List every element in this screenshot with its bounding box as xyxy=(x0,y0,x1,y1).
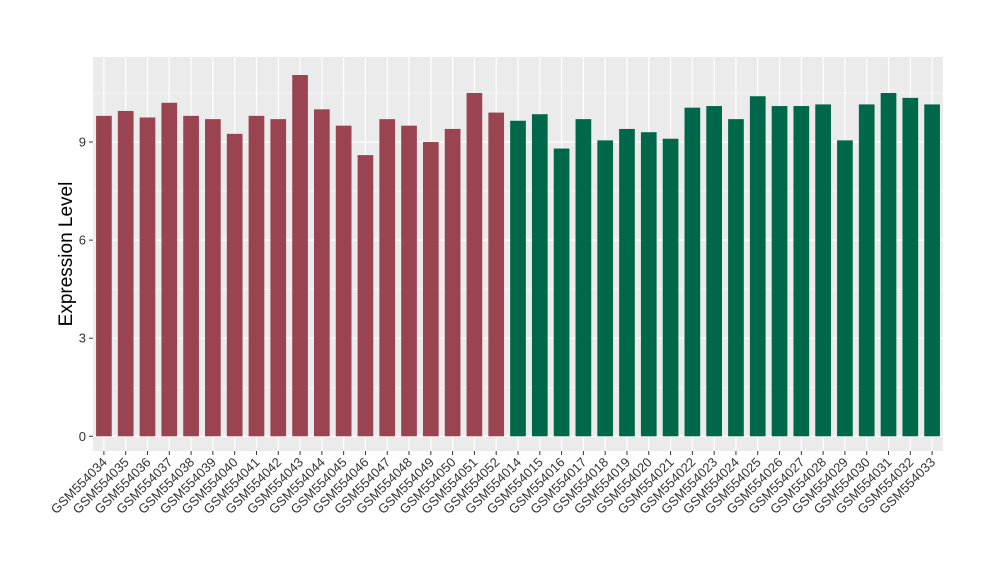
y-tick-label: 0 xyxy=(79,429,86,444)
bar-GSM554041 xyxy=(248,115,265,437)
bar-GSM554021 xyxy=(662,138,679,437)
bar-GSM554019 xyxy=(619,128,635,437)
bar-GSM554032 xyxy=(902,97,919,437)
bar-GSM554039 xyxy=(205,119,221,437)
bar-GSM554016 xyxy=(553,148,570,437)
bar-GSM554027 xyxy=(793,106,810,437)
bar-GSM554028 xyxy=(815,104,831,437)
bar-GSM554052 xyxy=(488,112,505,437)
bar-GSM554049 xyxy=(422,142,439,437)
bar-GSM554023 xyxy=(706,106,722,437)
bar-GSM554031 xyxy=(880,92,897,437)
bar-GSM554029 xyxy=(837,140,853,437)
bar-GSM554047 xyxy=(379,119,396,437)
bar-GSM554020 xyxy=(640,132,657,437)
bar-GSM554018 xyxy=(597,140,614,437)
bar-GSM554026 xyxy=(771,106,788,437)
bar-GSM554045 xyxy=(335,125,352,437)
bar-GSM554040 xyxy=(226,133,243,437)
x-axis: GSM554034GSM554035GSM554036GSM554037GSM5… xyxy=(48,451,938,517)
bar-GSM554044 xyxy=(314,109,330,437)
y-tick-label: 6 xyxy=(79,233,86,248)
bar-GSM554034 xyxy=(96,115,112,437)
bar-GSM554051 xyxy=(466,92,483,437)
bar-GSM554042 xyxy=(270,119,287,437)
bar-GSM554033 xyxy=(924,104,940,437)
y-axis: 0 3 6 9 xyxy=(79,135,93,444)
bar-GSM554015 xyxy=(531,114,548,437)
y-tick-label: 3 xyxy=(79,331,86,346)
bar-GSM554035 xyxy=(117,110,134,437)
bar-GSM554038 xyxy=(183,115,199,437)
bar-GSM554014 xyxy=(510,120,526,437)
y-axis-label: Expression Level xyxy=(56,182,77,327)
bars xyxy=(96,74,940,437)
bar-GSM554043 xyxy=(292,74,308,437)
y-tick-label: 9 xyxy=(79,135,86,150)
bar-GSM554046 xyxy=(357,155,374,437)
bar-GSM554024 xyxy=(728,119,744,437)
bar-GSM554030 xyxy=(858,104,875,437)
bar-GSM554017 xyxy=(575,119,592,437)
bar-GSM554022 xyxy=(684,107,701,437)
bar-GSM554048 xyxy=(401,125,417,437)
bar-GSM554036 xyxy=(139,117,156,437)
bar-GSM554025 xyxy=(749,96,766,437)
bar-GSM554050 xyxy=(444,128,461,437)
bar-GSM554037 xyxy=(161,102,178,437)
